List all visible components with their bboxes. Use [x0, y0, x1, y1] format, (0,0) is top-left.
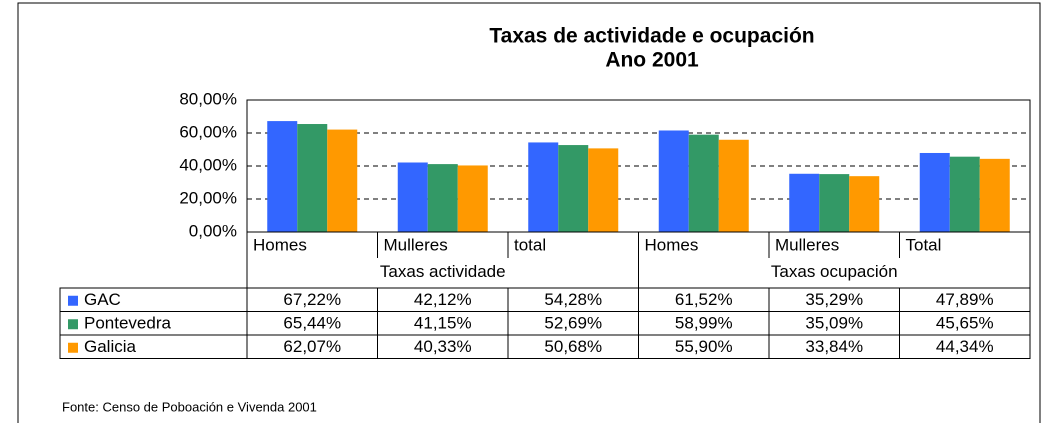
bar	[267, 121, 298, 232]
table-cell: 54,28%	[544, 290, 602, 309]
chart-title: Taxas de actividade e ocupación	[489, 25, 814, 48]
bar	[297, 124, 328, 232]
bar	[327, 129, 358, 232]
chart-subtitle: Ano 2001	[605, 49, 699, 72]
legend-label: GAC	[84, 290, 121, 309]
x-tick-label: Total	[906, 235, 942, 254]
table-cell: 35,09%	[805, 314, 863, 333]
bar	[397, 162, 428, 232]
bar	[558, 145, 589, 232]
x-tick-label: Homes	[253, 235, 307, 254]
bar	[849, 176, 880, 232]
legend-swatch	[68, 295, 78, 306]
x-tick-label: Homes	[645, 235, 699, 254]
bar	[427, 164, 458, 232]
y-tick-label: 0,00%	[189, 221, 237, 240]
table-cell: 58,99%	[675, 314, 733, 333]
bar	[688, 134, 719, 232]
table-cell: 42,12%	[414, 290, 472, 309]
legend-label: Galicia	[84, 337, 137, 356]
table-cell: 44,34%	[936, 337, 994, 356]
table-cell: 33,84%	[805, 337, 863, 356]
table-cell: 67,22%	[283, 290, 341, 309]
y-tick-label: 40,00%	[179, 155, 237, 174]
bar	[949, 156, 980, 232]
table-cell: 40,33%	[414, 337, 472, 356]
legend-label: Pontevedra	[84, 314, 171, 333]
x-tick-label: total	[514, 235, 546, 254]
bar	[457, 165, 488, 232]
bar	[789, 173, 820, 232]
y-tick-label: 20,00%	[179, 188, 237, 207]
bar	[819, 174, 850, 232]
bar	[528, 142, 559, 232]
table-cell: 45,65%	[936, 314, 994, 333]
bar	[588, 148, 619, 232]
table-cell: 65,44%	[283, 314, 341, 333]
bar	[658, 130, 689, 232]
bar	[919, 152, 950, 232]
table-cell: 41,15%	[414, 314, 472, 333]
table-border	[59, 287, 1031, 359]
bar	[718, 139, 749, 232]
x-tick-label: Mulleres	[775, 235, 839, 254]
table-cell: 62,07%	[283, 337, 341, 356]
x-tick-label: Mulleres	[384, 235, 448, 254]
legend-swatch	[68, 342, 78, 353]
table-cell: 35,29%	[805, 290, 863, 309]
y-tick-label: 60,00%	[179, 122, 237, 141]
group-label: Taxas actividade	[380, 262, 506, 281]
frame	[17, 2, 1041, 423]
legend-swatch	[68, 319, 78, 330]
table-cell: 50,68%	[544, 337, 602, 356]
table-cell: 52,69%	[544, 314, 602, 333]
table-cell: 61,52%	[675, 290, 733, 309]
source-note: Fonte: Censo de Poboación e Vivenda 2001	[62, 399, 317, 414]
group-label: Taxas ocupación	[771, 262, 898, 281]
table-cell: 47,89%	[936, 290, 994, 309]
table-cell: 55,90%	[675, 337, 733, 356]
y-tick-label: 80,00%	[179, 89, 237, 108]
bar	[979, 158, 1010, 232]
